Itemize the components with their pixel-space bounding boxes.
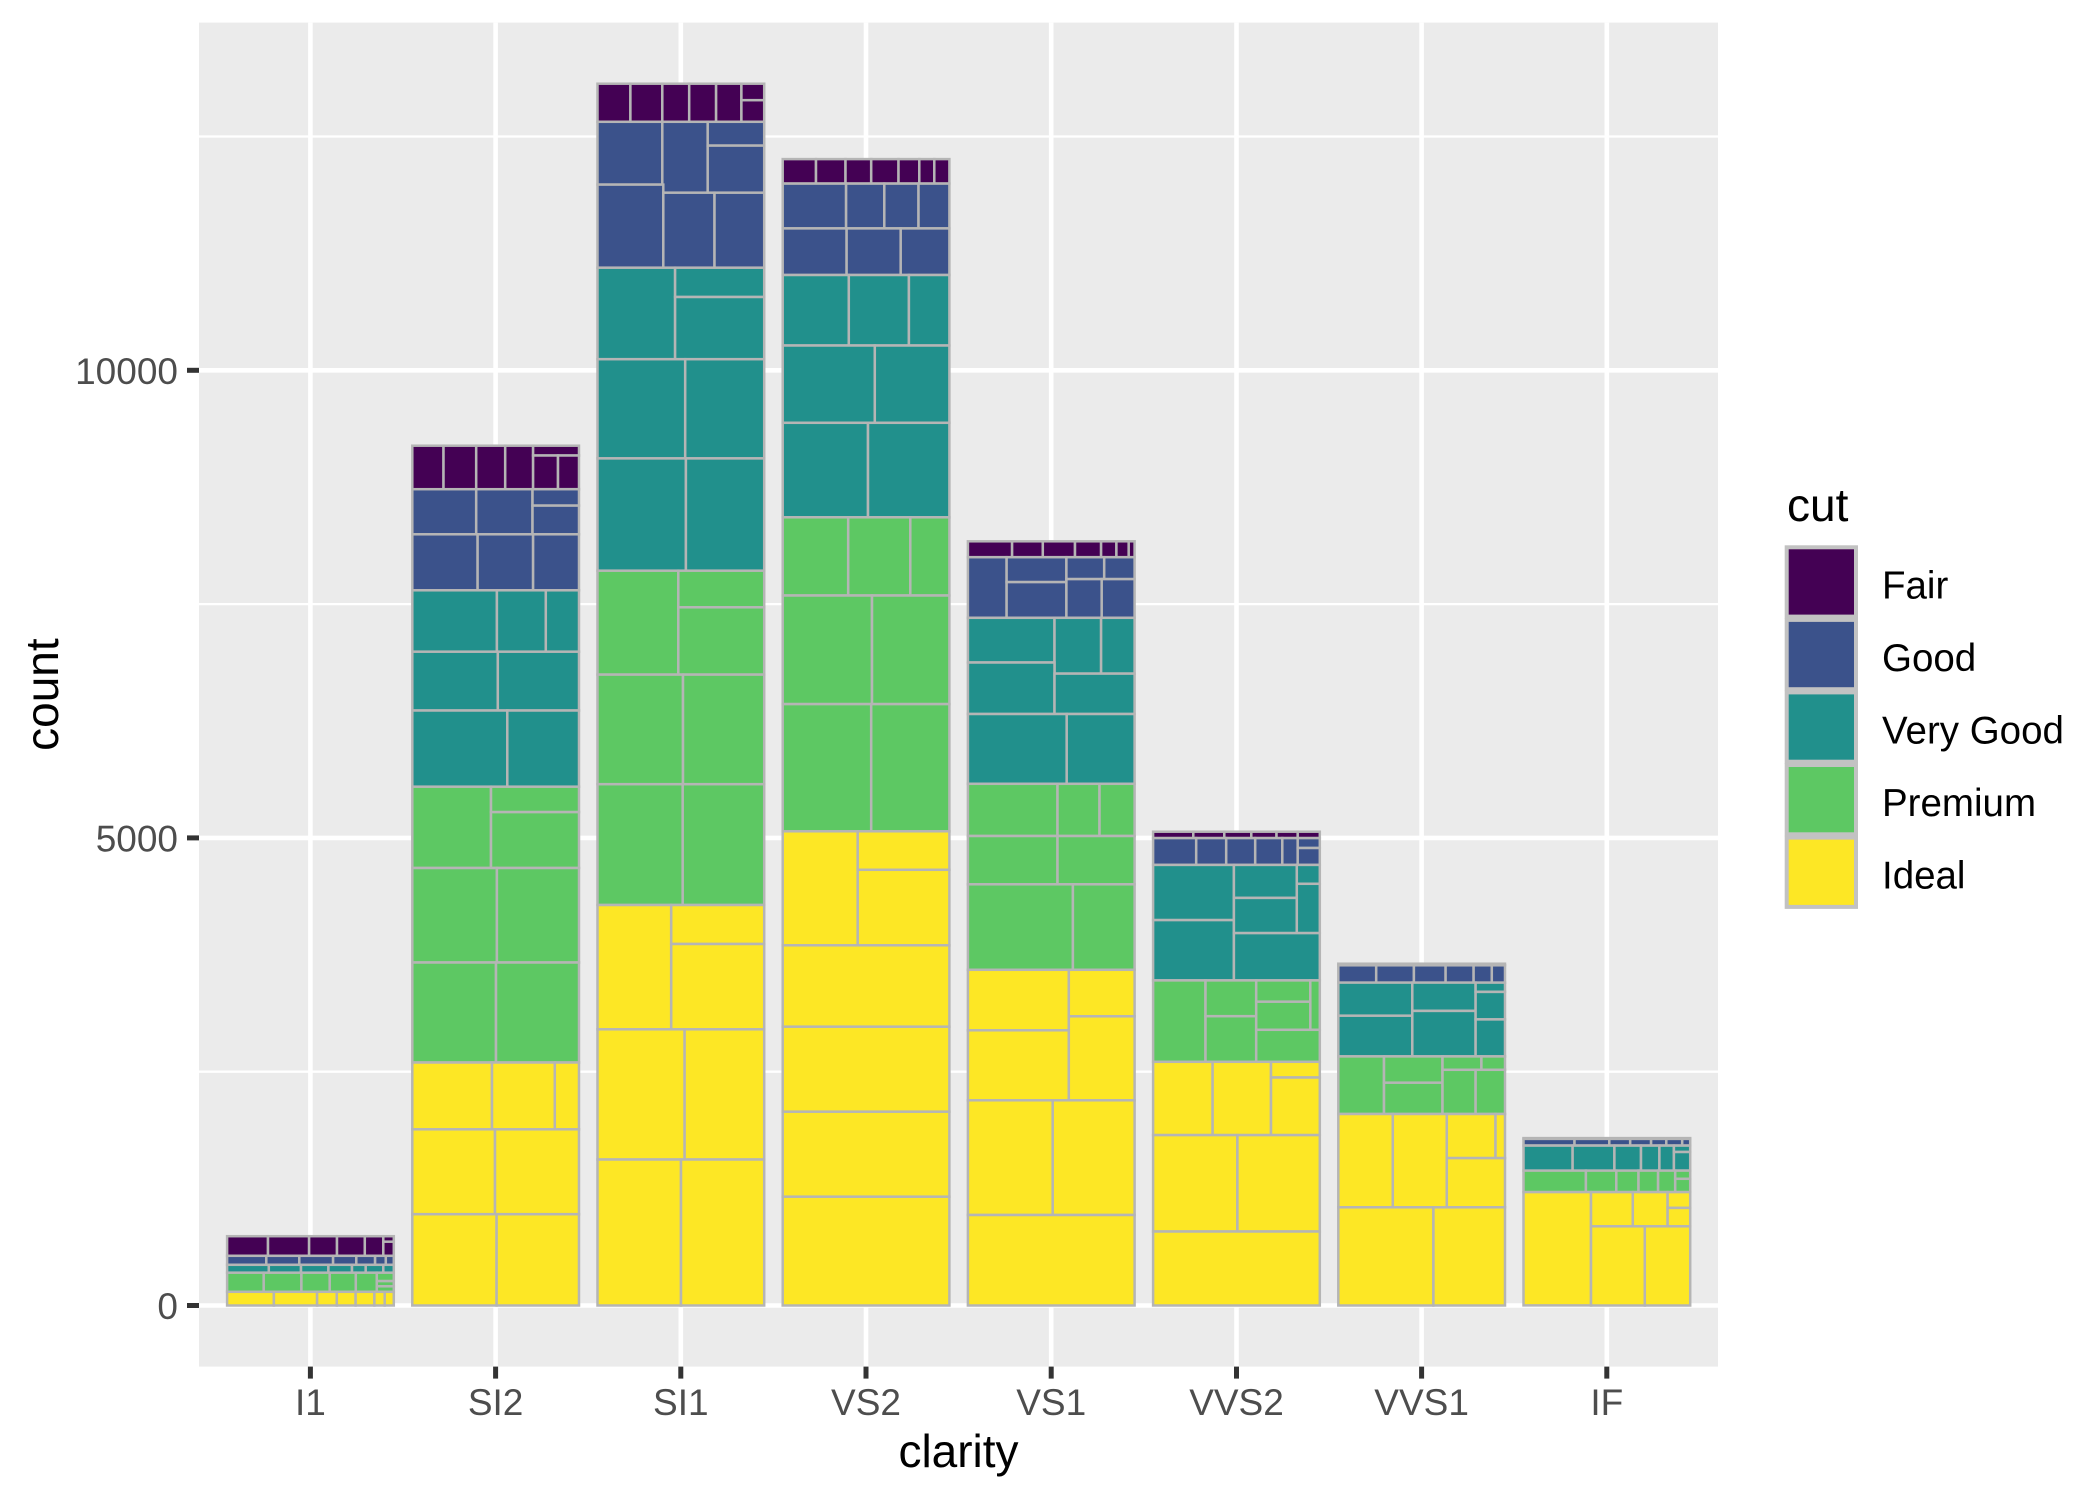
svg-text:Ideal: Ideal <box>1882 855 1966 898</box>
svg-text:VS2: VS2 <box>831 1382 901 1423</box>
svg-text:VVS2: VVS2 <box>1189 1382 1284 1423</box>
svg-text:clarity: clarity <box>898 1425 1018 1477</box>
svg-text:0: 0 <box>157 1286 178 1327</box>
svg-text:Premium: Premium <box>1882 782 2036 825</box>
svg-text:Good: Good <box>1882 637 1976 680</box>
svg-text:count: count <box>16 638 68 751</box>
svg-text:10000: 10000 <box>75 351 178 392</box>
svg-text:VVS1: VVS1 <box>1374 1382 1469 1423</box>
svg-text:VS1: VS1 <box>1016 1382 1086 1423</box>
svg-text:cut: cut <box>1787 479 1849 531</box>
svg-text:5000: 5000 <box>96 818 178 859</box>
svg-text:SI1: SI1 <box>653 1382 709 1423</box>
svg-text:I1: I1 <box>295 1382 326 1423</box>
svg-text:Very Good: Very Good <box>1882 710 2064 753</box>
svg-text:SI2: SI2 <box>468 1382 524 1423</box>
svg-text:IF: IF <box>1590 1382 1623 1423</box>
svg-text:Fair: Fair <box>1882 564 1948 607</box>
